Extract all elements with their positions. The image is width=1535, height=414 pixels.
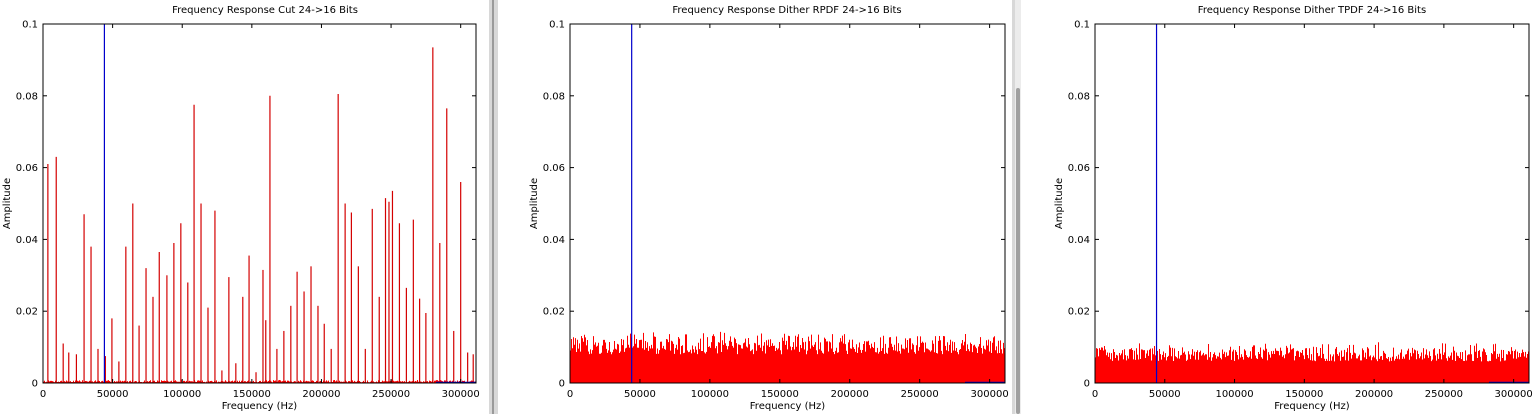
chart-title: Frequency Response Dither RPDF 24->16 Bi… [672,5,901,16]
x-tick-label: 50000 [97,389,129,400]
y-tick-label: 0.08 [16,91,38,102]
y-tick-label: 0.02 [1068,307,1090,318]
x-tick-label: 0 [40,389,46,400]
y-tick-label: 0.1 [1074,20,1090,31]
x-tick-label: 100000 [691,389,729,400]
x-axis-label: Frequency (Hz) [750,401,826,412]
x-tick-label: 100000 [1215,389,1253,400]
chart-rpdf: Frequency Response Dither RPDF 24->16 Bi… [529,5,1009,412]
chart-title: Frequency Response Dither TPDF 24->16 Bi… [1198,5,1426,16]
x-tick-label: 150000 [761,389,799,400]
x-tick-label: 300000 [1495,389,1533,400]
chart-window-tpdf: Frequency Response Dither TPDF 24->16 Bi… [1021,0,1535,414]
plot-frame [42,23,477,384]
plot-frame [569,23,1006,384]
x-tick-label: 300000 [971,389,1009,400]
x-tick-label: 300000 [442,389,480,400]
y-axis-label: Amplitude [1054,178,1065,229]
y-tick-label: 0.02 [16,307,38,318]
x-tick-label: 50000 [624,389,656,400]
x-tick-label: 250000 [372,389,410,400]
x-axis-label: Frequency (Hz) [1274,401,1350,412]
y-tick-label: 0.04 [1068,235,1090,246]
scrollbar-thumb[interactable] [1016,88,1020,414]
y-tick-label: 0.04 [543,235,565,246]
y-tick-label: 0.06 [1068,163,1090,174]
plot-frame [1094,23,1530,384]
x-tick-label: 50000 [1149,389,1181,400]
x-tick-label: 150000 [233,389,271,400]
x-tick-label: 0 [567,389,573,400]
x-axis-label: Frequency (Hz) [222,401,298,412]
chart-window-rpdf: Frequency Response Dither RPDF 24->16 Bi… [498,0,1012,414]
x-tick-label: 200000 [302,389,340,400]
y-tick-label: 0.08 [543,91,565,102]
y-tick-label: 0 [559,379,565,390]
chart-tpdf: Frequency Response Dither TPDF 24->16 Bi… [1054,5,1533,412]
y-tick-label: 0.1 [22,20,38,31]
chart-cut: Frequency Response Cut 24->16 Bits 0 0.02 0… [2,5,480,412]
y-tick-label: 0.04 [16,235,38,246]
x-tick-label: 250000 [901,389,939,400]
x-tick-label: 100000 [163,389,201,400]
vertical-scrollbar[interactable] [1015,0,1021,414]
y-tick-label: 0.08 [1068,91,1090,102]
y-tick-label: 0.02 [543,307,565,318]
spike-series [47,47,474,383]
y-tick-label: 0.06 [543,163,565,174]
chart-title: Frequency Response Cut 24->16 Bits [172,5,358,16]
chart-window-cut: Frequency Response Cut 24->16 Bits 0 0.02 0… [0,0,489,414]
x-tick-label: 200000 [831,389,869,400]
y-tick-label: 0.06 [16,163,38,174]
y-tick-label: 0.1 [549,20,565,31]
y-axis-label: Amplitude [2,178,13,229]
y-tick-label: 0 [1084,379,1090,390]
noise-floor [570,331,1005,383]
x-tick-label: 200000 [1355,389,1393,400]
x-tick-label: 250000 [1425,389,1463,400]
pane-splitter[interactable] [489,0,498,414]
y-tick-label: 0 [32,379,38,390]
x-tick-label: 150000 [1285,389,1323,400]
y-axis-label: Amplitude [529,178,540,229]
x-tick-label: 0 [1092,389,1098,400]
noise-floor [1095,342,1529,383]
